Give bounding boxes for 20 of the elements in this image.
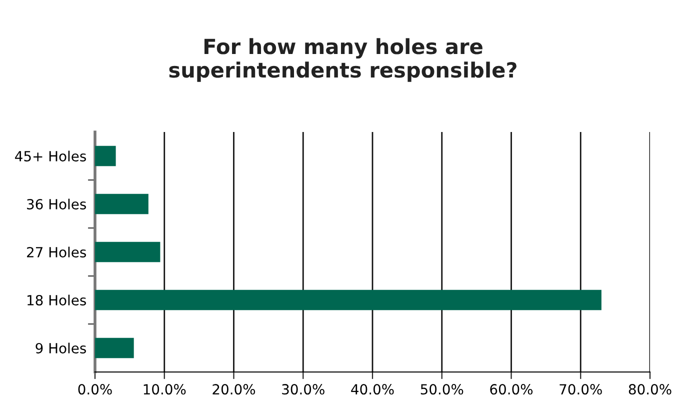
x-tick-label: 10.0% <box>144 384 186 395</box>
y-tick-label: 27 Holes <box>27 246 86 258</box>
x-tick-label: 40.0% <box>351 384 394 395</box>
y-tick-label: 9 Holes <box>36 342 86 354</box>
x-tick-label: 50.0% <box>420 384 464 395</box>
y-tick-label: 45+ Holes <box>15 150 86 162</box>
bar <box>95 338 134 358</box>
x-tick-label: 60.0% <box>490 384 533 395</box>
bar <box>95 290 602 310</box>
bar <box>95 194 148 214</box>
bar <box>95 242 160 262</box>
y-tick-label: 36 Holes <box>27 198 86 210</box>
chart-title: For how many holes are superintendents responsible? <box>169 38 516 82</box>
x-tick-label: 70.0% <box>560 384 602 395</box>
bar <box>95 146 116 166</box>
y-tick-label: 18 Holes <box>28 294 86 306</box>
x-tick-label: 30.0% <box>282 384 324 395</box>
x-tick-label: 80.0% <box>628 384 672 395</box>
x-tick-label: 0.0% <box>78 384 112 395</box>
x-tick-label: 20.0% <box>212 384 256 395</box>
